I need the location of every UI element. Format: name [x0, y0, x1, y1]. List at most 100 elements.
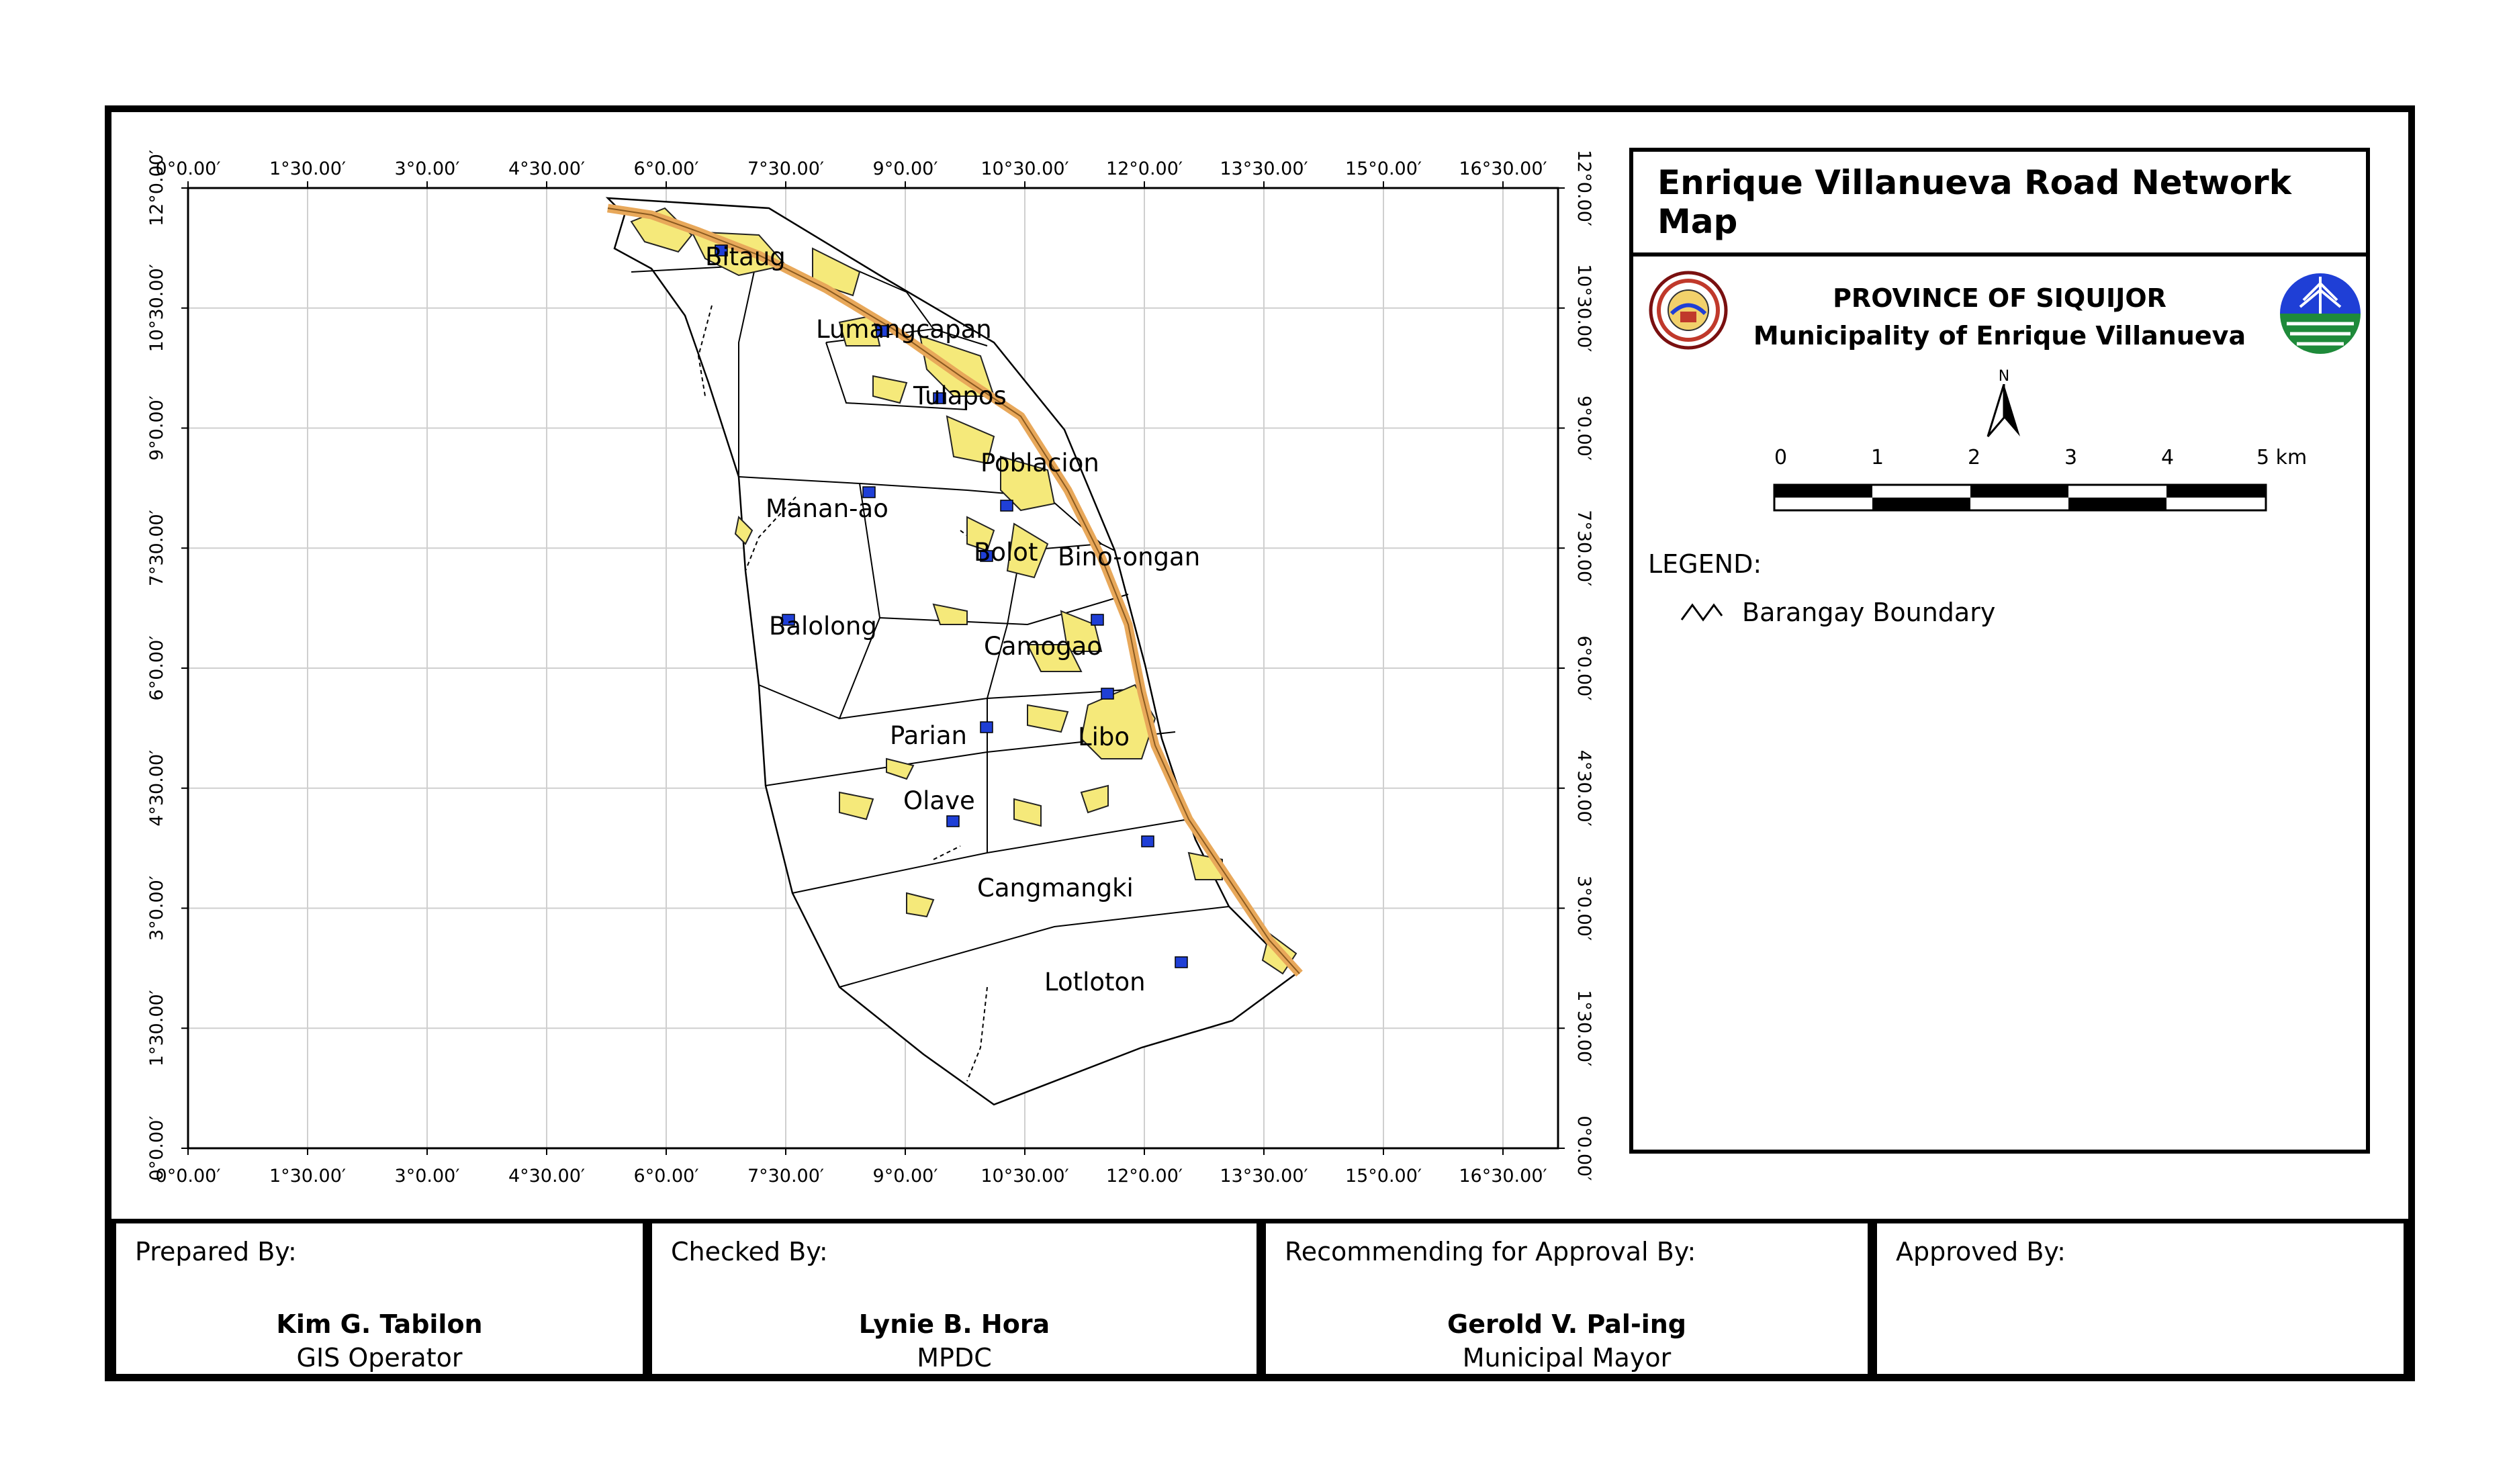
- grid-label-x-top: 7°30.00′: [747, 158, 824, 179]
- grid-label-y-left: 9°0.00′: [146, 396, 167, 461]
- signature-recommending: Recommending for Approval By: Gerold V. …: [1261, 1219, 1872, 1379]
- grid-label-y-left: 12°0.00′: [146, 150, 167, 226]
- scale-bar-graphic: [1773, 483, 2267, 512]
- marker-camogao: [1101, 688, 1114, 700]
- scale-label-5: 5 km: [2256, 446, 2308, 469]
- signature-name: Gerold V. Pal-ing: [1447, 1309, 1686, 1339]
- marker-libo: [1141, 835, 1154, 847]
- grid-label-x-top: 16°30.00′: [1459, 158, 1547, 179]
- grid-label-x-bottom: 4°30.00′: [508, 1166, 585, 1187]
- label-cangmangki: Cangmangki: [977, 874, 1134, 902]
- grid-label-y-right: 1°30.00′: [1573, 990, 1594, 1066]
- signature-label: Prepared By:: [135, 1237, 297, 1266]
- denr-logo-icon: [2280, 273, 2361, 354]
- map-canvas[interactable]: 0°0.00′ 0°0.00′ 1°30.00′ 1°30.00′ 3°0.00′ 3°0…: [114, 114, 1618, 1202]
- marker-manan-ao: [862, 486, 876, 498]
- grid-label-x-top: 0°0.00′: [156, 158, 221, 179]
- marker-bino-ongan: [1091, 614, 1104, 626]
- grid-label-y-right: 6°0.00′: [1573, 636, 1594, 701]
- map-title: Enrique Villanueva Road Network Map: [1657, 163, 2291, 241]
- grid-label-x-top: 10°30.00′: [980, 158, 1068, 179]
- municipality-outline: [605, 197, 1297, 1106]
- north-arrow-icon: [1987, 384, 2020, 437]
- label-bitaug: Bitaug: [705, 242, 786, 271]
- barangay-boundaries: [631, 265, 1230, 988]
- legend-panel: Enrique Villanueva Road Network Map PROV…: [1629, 148, 2370, 1154]
- marker-tulapos: [933, 392, 946, 404]
- label-bino-ongan: Bino-ongan: [1058, 543, 1200, 571]
- grid-label-y-left: 4°30.00′: [146, 750, 167, 827]
- grid-label-y-right: 0°0.00′: [1573, 1116, 1594, 1181]
- grid-label-x-bottom: 16°30.00′: [1459, 1166, 1547, 1187]
- grid-label-x-top: 4°30.00′: [508, 158, 585, 179]
- barangay-markers: [715, 244, 1188, 968]
- legend-item-label: Barangay Boundary: [1742, 598, 1996, 627]
- label-bolot: Bolot: [974, 538, 1038, 567]
- title-box: Enrique Villanueva Road Network Map: [1633, 152, 2366, 257]
- map-header: PROVINCE OF SIQUIJOR Municipality of Enr…: [1633, 257, 2366, 364]
- grid-label-y-left: 7°30.00′: [146, 510, 167, 586]
- signature-role: Municipal Mayor: [1462, 1343, 1672, 1373]
- grid-label-x-bottom: 6°0.00′: [634, 1166, 699, 1187]
- label-parian: Parian: [890, 721, 967, 750]
- signature-name: Lynie B. Hora: [858, 1309, 1050, 1339]
- grid-label-x-top: 6°0.00′: [634, 158, 699, 179]
- signature-label: Checked By:: [671, 1237, 828, 1266]
- label-camogao: Camogao: [984, 632, 1102, 661]
- grid-label-x-bottom: 7°30.00′: [747, 1166, 824, 1187]
- label-tulapos: Tulapos: [913, 381, 1007, 410]
- municipality-name: Municipality of Enrique Villanueva: [1753, 321, 2246, 351]
- main-road-center: [607, 207, 1300, 974]
- label-libo: Libo: [1078, 723, 1130, 751]
- scale-label-4: 4: [2161, 446, 2175, 469]
- label-olave: Olave: [903, 786, 975, 815]
- grid-label-x-bottom: 1°30.00′: [269, 1166, 346, 1187]
- grid-label-y-right: 7°30.00′: [1573, 510, 1594, 586]
- label-manan-ao: Manan-ao: [766, 494, 888, 523]
- built-up-areas: [630, 207, 1297, 975]
- boundary-line-icon: [1680, 603, 1723, 622]
- marker-balolong: [782, 614, 795, 626]
- legend-item-barangay-boundary: Barangay Boundary: [1680, 598, 1995, 627]
- label-lumangcapan: Lumangcapan: [816, 315, 992, 344]
- grid-label-x-top: 3°0.00′: [395, 158, 460, 179]
- grid-label-x-bottom: 12°0.00′: [1106, 1166, 1183, 1187]
- grid-labels: 0°0.00′0°0.00′1°30.00′1°30.00′3°0.00′3°0…: [146, 150, 1594, 1187]
- grid-label-y-left: 1°30.00′: [146, 990, 167, 1066]
- grid-label-y-left: 10°30.00′: [146, 264, 167, 352]
- north-label: N: [1998, 368, 2010, 385]
- grid-label-x-top: 1°30.00′: [269, 158, 346, 179]
- grid-label-y-right: 10°30.00′: [1573, 264, 1594, 352]
- signature-approved: Approved By:: [1872, 1219, 2408, 1379]
- grid-label-x-top: 9°0.00′: [873, 158, 938, 179]
- map-svg: 0°0.00′0°0.00′1°30.00′1°30.00′3°0.00′3°0…: [146, 150, 1594, 1187]
- grid-label-x-bottom: 10°30.00′: [980, 1166, 1068, 1187]
- signature-role: MPDC: [917, 1343, 992, 1373]
- grid-label-x-bottom: 9°0.00′: [873, 1166, 938, 1187]
- label-lotloton: Lotloton: [1044, 968, 1146, 996]
- signature-checked: Checked By: Lynie B. Hora MPDC: [647, 1219, 1261, 1379]
- marker-bitaug: [715, 244, 728, 257]
- label-balolong: Balolong: [769, 612, 877, 641]
- grid-label-y-left: 0°0.00′: [146, 1116, 167, 1181]
- marker-olave: [946, 815, 960, 827]
- signature-role: GIS Operator: [296, 1343, 463, 1373]
- grid-label-y-left: 3°0.00′: [146, 876, 167, 941]
- legend-title: LEGEND:: [1648, 549, 1762, 579]
- scale-label-0: 0: [1774, 446, 1788, 469]
- municipal-seal-icon: [1649, 271, 1728, 350]
- grid-label-x-bottom: 15°0.00′: [1345, 1166, 1422, 1187]
- signature-label: Approved By:: [1896, 1237, 2066, 1266]
- marker-bolot: [980, 550, 993, 562]
- label-poblacion: Poblacion: [980, 449, 1099, 477]
- signature-label: Recommending for Approval By:: [1285, 1237, 1696, 1266]
- signature-name: Kim G. Tabilon: [276, 1309, 483, 1339]
- grid-label-y-right: 9°0.00′: [1573, 396, 1594, 461]
- province-name: PROVINCE OF SIQUIJOR: [1833, 283, 2166, 313]
- grid-label-x-bottom: 13°30.00′: [1220, 1166, 1308, 1187]
- grid-label-x-bottom: 0°0.00′: [156, 1166, 221, 1187]
- scale-label-1: 1: [1871, 446, 1884, 469]
- grid-label-x-top: 13°30.00′: [1220, 158, 1308, 179]
- marker-lumangcapan: [876, 325, 889, 337]
- signature-row: Prepared By: Kim G. Tabilon GIS Operator…: [111, 1219, 2408, 1379]
